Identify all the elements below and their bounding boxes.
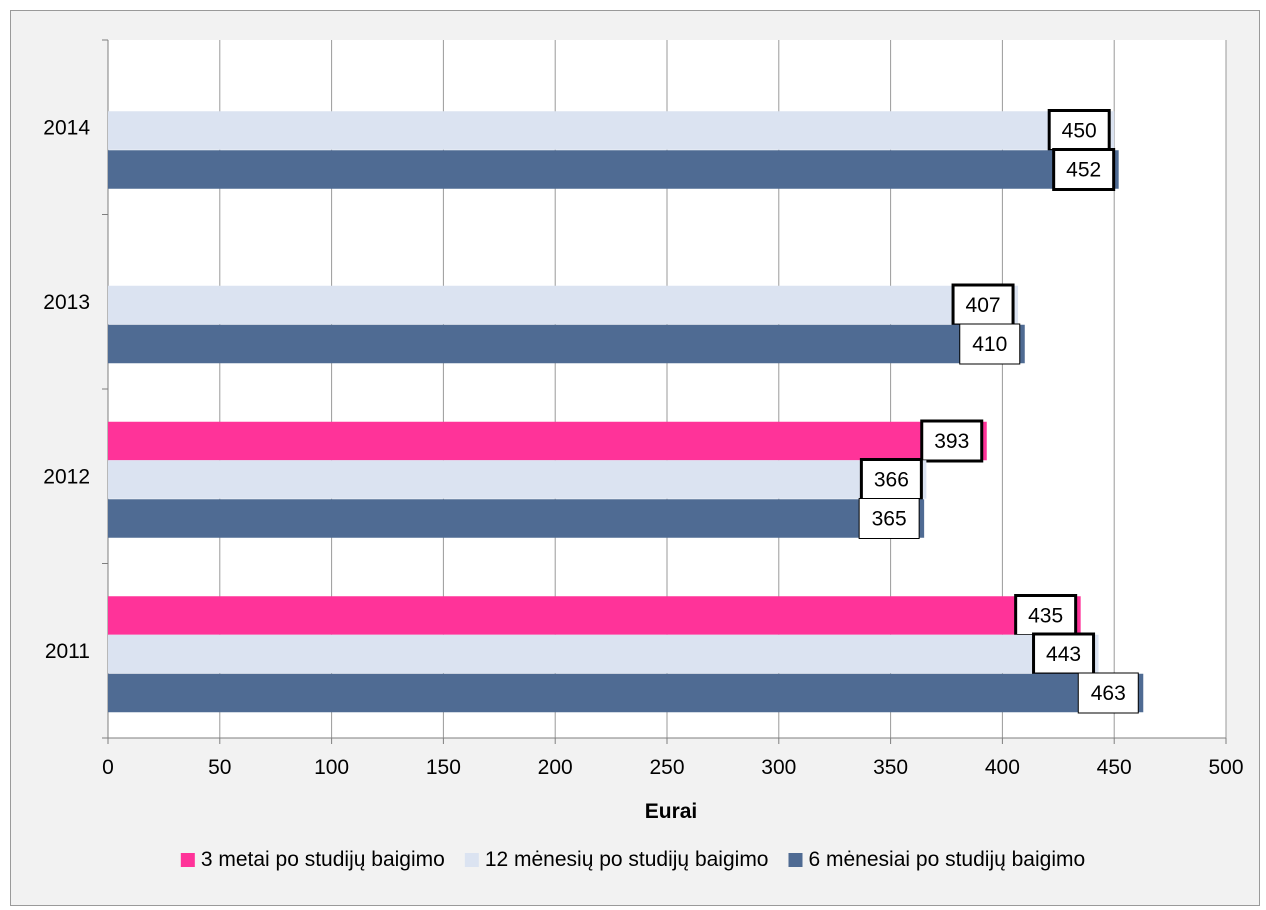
data-label: 407 [966, 294, 1001, 317]
legend-swatch [180, 853, 195, 867]
bar [108, 421, 987, 461]
x-tick-label: 350 [873, 756, 908, 779]
y-tick-label: 2011 [45, 640, 90, 663]
y-tick-label: 2012 [43, 465, 90, 488]
x-tick-label: 100 [314, 756, 349, 779]
x-tick-label: 200 [538, 756, 573, 779]
data-label-box [1014, 594, 1078, 637]
x-tick-label: 0 [102, 756, 114, 779]
data-label-box [858, 498, 920, 539]
data-label: 435 [1028, 605, 1063, 628]
data-label-box [1052, 148, 1116, 191]
data-label-box [1077, 672, 1139, 714]
x-axis-title: Eurai [645, 800, 698, 823]
x-tick-label: 300 [761, 756, 796, 779]
bar [108, 499, 925, 538]
data-label-box [859, 458, 923, 501]
x-tick-label: 500 [1208, 756, 1243, 779]
bar [108, 150, 1119, 189]
bar [108, 596, 1081, 635]
x-tick-label: 400 [985, 756, 1020, 779]
x-tick-label: 50 [208, 756, 231, 779]
x-tick-label: 250 [649, 756, 684, 779]
data-label: 452 [1066, 159, 1101, 182]
bar [108, 460, 927, 499]
bar [108, 324, 1025, 364]
x-tick-label: 450 [1097, 756, 1132, 779]
data-label: 365 [872, 508, 907, 531]
data-label-box [959, 323, 1021, 365]
data-label: 410 [972, 333, 1007, 356]
data-label: 450 [1062, 120, 1097, 143]
y-tick-label: 2013 [43, 291, 90, 314]
bar [108, 285, 1019, 325]
data-label: 366 [874, 469, 909, 492]
bar [108, 634, 1099, 674]
data-label-box [1032, 632, 1096, 676]
bar [108, 111, 1115, 150]
data-label: 463 [1091, 682, 1126, 705]
legend-swatch [788, 853, 803, 867]
legend-label: 12 mėnesių po studijų baigimo [485, 848, 769, 871]
data-label: 393 [934, 430, 969, 453]
data-label-box [920, 419, 984, 463]
data-label: 443 [1046, 643, 1081, 666]
y-tick-label: 2014 [43, 116, 90, 139]
data-label-box [1047, 109, 1111, 152]
legend-swatch [464, 853, 479, 867]
legend-label: 3 metai po studijų baigimo [201, 848, 445, 871]
legend-label: 6 mėnesiai po studijų baigimo [809, 848, 1086, 871]
bar [108, 673, 1144, 713]
x-tick-label: 150 [426, 756, 461, 779]
